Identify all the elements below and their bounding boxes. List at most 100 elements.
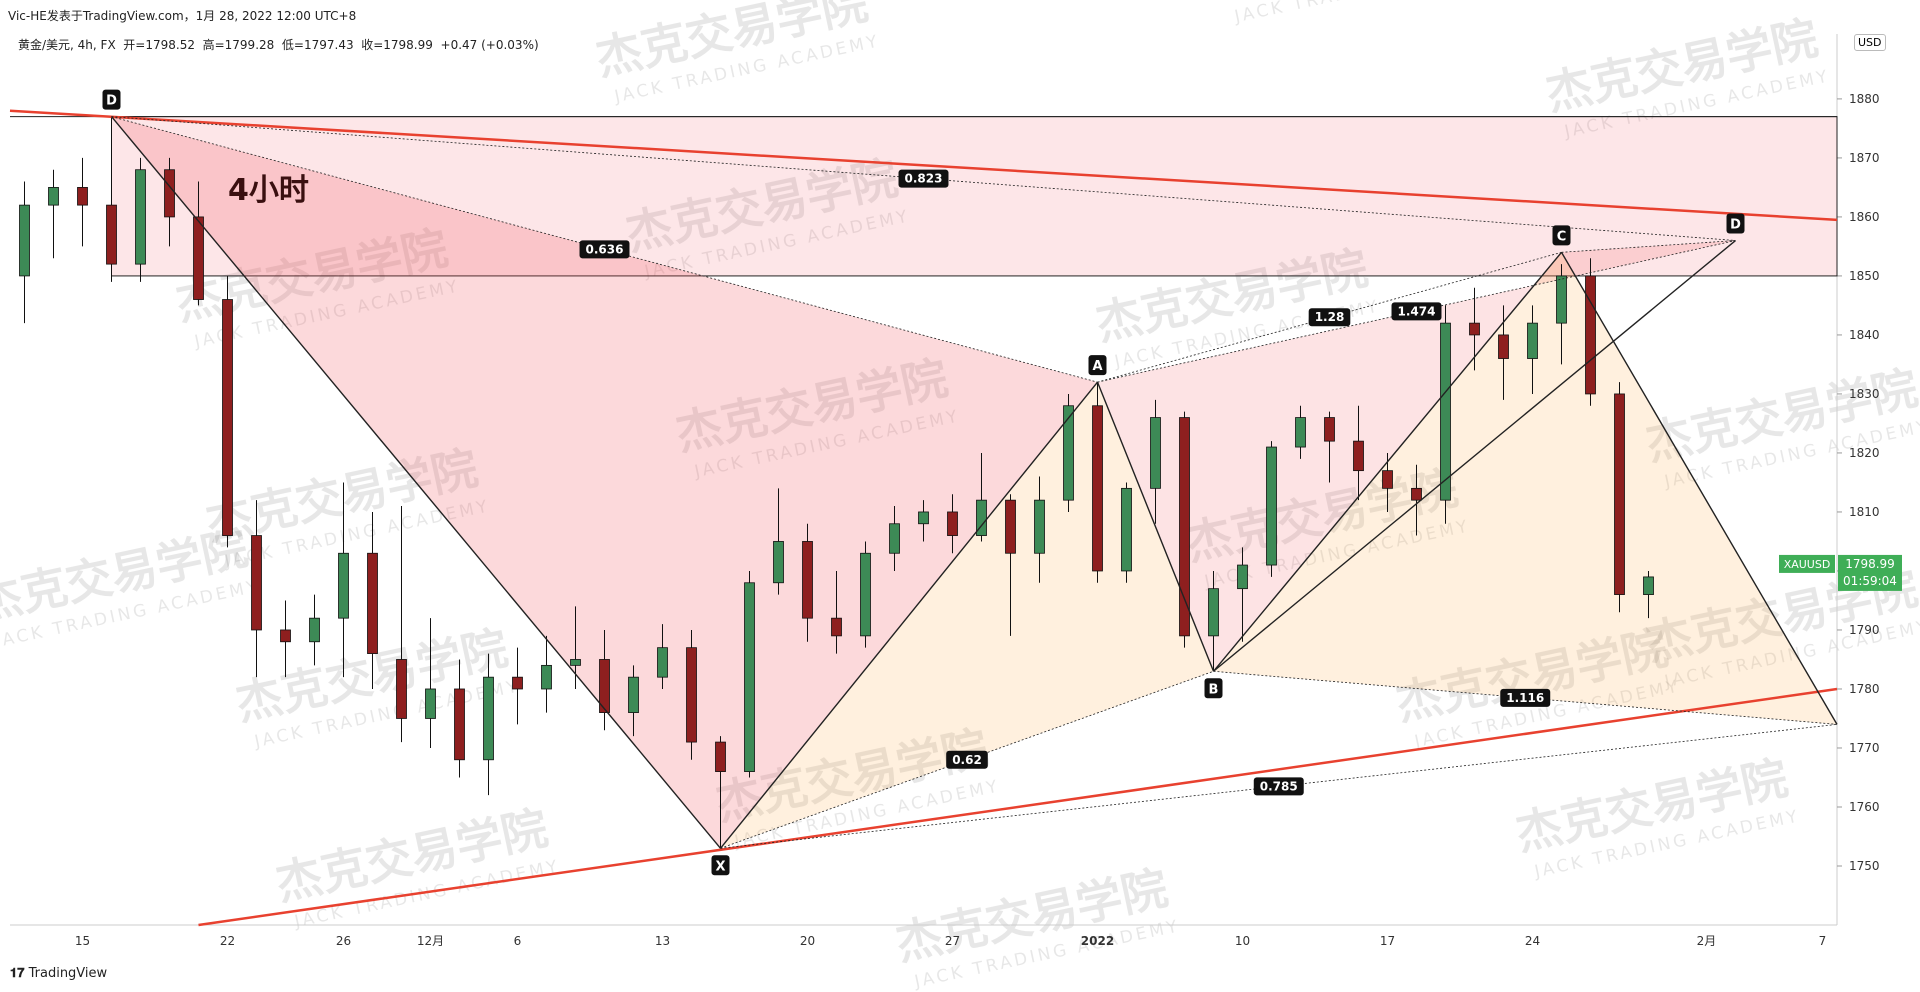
candle-body: [1237, 564, 1248, 590]
candle-body: [1585, 275, 1596, 395]
y-tick-label: 1770: [1849, 741, 1880, 755]
ratio-label: 0.62: [952, 753, 982, 767]
currency[interactable]: USD: [1854, 34, 1886, 51]
x-tick-label: 22: [220, 934, 235, 948]
candle-body: [1092, 405, 1103, 572]
x-tick-label: 17: [1380, 934, 1395, 948]
candle-body: [1556, 275, 1567, 324]
candle-body: [599, 659, 610, 713]
point-box: [1726, 213, 1745, 234]
candle-body: [860, 552, 871, 637]
ratio-label: 0.636: [586, 242, 624, 256]
ratio-label: 1.116: [1506, 691, 1544, 705]
pattern-leg: [1561, 240, 1736, 253]
trendline: [9, 109, 1838, 222]
x-tick-label: 7: [1819, 934, 1827, 948]
point-box: [1204, 678, 1223, 699]
candle-body: [686, 647, 697, 743]
y-tick-label: 1870: [1849, 151, 1880, 165]
x-tick-label: 26: [336, 934, 351, 948]
symbol-line: 黄金/美元, 4h, FX 开=1798.52 高=1799.28 低=1797…: [18, 38, 539, 52]
countdown: 01:59:04: [1843, 574, 1897, 588]
candle-body: [1353, 440, 1364, 472]
y-tick-label: 1830: [1849, 387, 1880, 401]
pattern-leg: [1212, 251, 1563, 672]
y-tick-label: 1860: [1849, 210, 1880, 224]
candle-body: [1179, 417, 1190, 637]
candle-body: [1527, 322, 1538, 359]
y-tick-label: 1790: [1849, 623, 1880, 637]
point-label: D: [106, 94, 117, 109]
candle-body: [715, 741, 726, 772]
candle-body: [1411, 487, 1422, 501]
point-box: [102, 89, 121, 110]
pattern-fill: [1213, 252, 1837, 725]
pattern-leg: [111, 116, 1736, 241]
point-box: [1552, 225, 1571, 246]
candle-body: [1643, 576, 1654, 595]
ratio-box: [1253, 777, 1304, 796]
y-tick-label: 1780: [1849, 682, 1880, 696]
y-tick-label: 1760: [1849, 800, 1880, 814]
x-tick-label: 2月: [1697, 934, 1717, 948]
y-tick-label: 1820: [1849, 446, 1880, 460]
annotation: 4小时: [228, 173, 309, 208]
candle-body: [570, 659, 581, 666]
candle-body: [541, 664, 552, 690]
candle-body: [802, 541, 813, 619]
pattern-leg: [110, 116, 722, 849]
candle-body: [193, 216, 204, 300]
y-tick-label: 1840: [1849, 328, 1880, 342]
point-label: C: [1557, 229, 1567, 244]
ratio-label: 1.474: [1398, 304, 1436, 318]
ratio-box: [1500, 688, 1551, 707]
y-tick-label: 1850: [1849, 269, 1880, 283]
candle-body: [1324, 417, 1335, 442]
candle-body: [396, 659, 407, 719]
price-badge: [1838, 554, 1902, 591]
candle-body: [135, 169, 146, 265]
x-tick-label: 15: [75, 934, 90, 948]
candle-body: [338, 552, 349, 619]
ratio-box: [1308, 308, 1351, 327]
ratio-label: 0.785: [1260, 779, 1298, 793]
point-box: [711, 855, 730, 876]
candle-body: [1063, 405, 1074, 501]
x-tick-label: 6: [514, 934, 522, 948]
candle-body: [164, 169, 175, 218]
candle-body: [831, 617, 842, 637]
pattern-leg: [1096, 381, 1215, 672]
candle-body: [1121, 487, 1132, 572]
point-box: [1088, 355, 1107, 376]
candle-body: [512, 676, 523, 690]
ratio-box: [579, 240, 630, 259]
pattern-leg: [719, 381, 1099, 849]
ratio-box: [946, 750, 988, 769]
candle-body: [1034, 499, 1045, 554]
pattern-fill: [720, 382, 1214, 849]
candle-body: [19, 204, 30, 277]
candle-body: [77, 187, 88, 206]
candle-body: [222, 299, 233, 536]
published: Vic-HE发表于TradingView.com，1月 28, 2022 12:…: [8, 9, 357, 23]
pattern-fill: [111, 116, 1098, 849]
candle-body: [1208, 588, 1219, 637]
candle-body: [1614, 393, 1625, 595]
candle-body: [454, 688, 465, 761]
pattern-fill: [1097, 240, 1736, 672]
trendline: [198, 687, 1838, 927]
candle-body: [251, 535, 262, 631]
candle-body: [48, 187, 59, 206]
pattern-leg: [1560, 251, 1838, 725]
candle-body: [280, 629, 291, 643]
candle-body: [1440, 322, 1451, 501]
x-tick-label: 24: [1525, 934, 1540, 948]
point-label: D: [1730, 218, 1741, 233]
candle-body: [918, 511, 929, 525]
pattern-leg: [1213, 239, 1736, 672]
candle-body: [657, 647, 668, 678]
